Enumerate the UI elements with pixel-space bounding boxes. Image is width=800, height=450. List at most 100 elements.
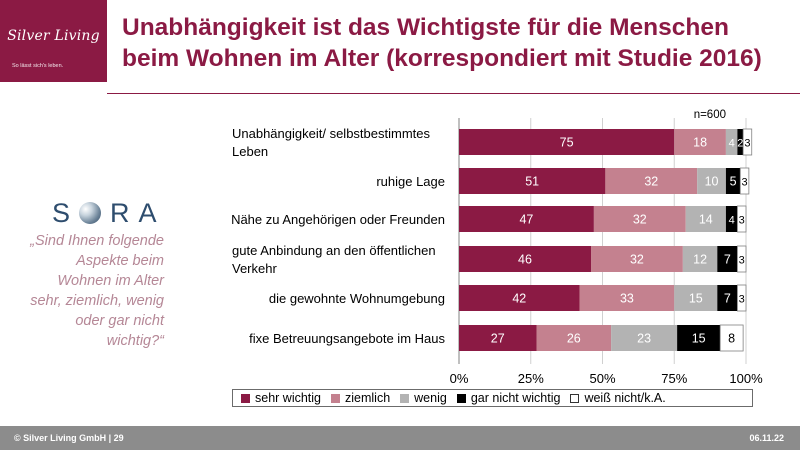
bar-segment bbox=[742, 128, 753, 156]
x-tick-label: 25% bbox=[518, 371, 544, 386]
bar-segment bbox=[459, 129, 675, 155]
footer-date: 06.11.22 bbox=[749, 433, 784, 443]
bar-segment bbox=[736, 205, 747, 233]
bar-segment bbox=[674, 285, 718, 311]
bar-segment bbox=[697, 168, 726, 194]
bar-segment bbox=[459, 168, 606, 194]
data-label: 3 bbox=[739, 215, 745, 227]
bar-segment bbox=[725, 168, 741, 194]
sora-letter-a: A bbox=[138, 198, 166, 228]
chart-legend: sehr wichtig ziemlich wenig gar nicht wicht… bbox=[232, 389, 753, 407]
footer-copyright: © Silver Living GmbH | 29 bbox=[14, 433, 124, 443]
bar-segment bbox=[674, 129, 726, 155]
data-label: 4 bbox=[729, 215, 735, 227]
x-tick-label: 50% bbox=[589, 371, 615, 386]
footer-bar: © Silver Living GmbH | 29 06.11.22 bbox=[0, 426, 800, 450]
bar-segment bbox=[719, 324, 744, 352]
data-label: 10 bbox=[705, 175, 719, 189]
bar-segment bbox=[717, 285, 738, 311]
data-label: 5 bbox=[730, 175, 737, 189]
silver-living-logo: Silver Living So lässt sich's leben. bbox=[0, 0, 107, 82]
bar-segment bbox=[579, 285, 675, 311]
x-tick-label: 0% bbox=[450, 371, 469, 386]
bar-segment bbox=[591, 246, 683, 272]
bar-segment bbox=[725, 129, 738, 155]
bar-segment bbox=[725, 206, 738, 232]
bar-segment bbox=[685, 206, 726, 232]
data-label: 18 bbox=[693, 136, 707, 150]
legend-swatch bbox=[456, 393, 466, 403]
data-label: 46 bbox=[518, 253, 532, 267]
legend-swatch bbox=[331, 393, 340, 403]
legend-swatch bbox=[570, 393, 580, 403]
legend-item: ziemlich bbox=[331, 391, 390, 405]
x-tick-label: 75% bbox=[661, 371, 687, 386]
sample-size-label: n=600 bbox=[694, 109, 726, 121]
legend-label: ziemlich bbox=[345, 391, 391, 405]
category-label-line: Verkehr bbox=[232, 261, 277, 276]
bar-segment bbox=[739, 167, 750, 195]
data-label: 32 bbox=[633, 213, 647, 227]
legend-label: sehr wichtig bbox=[255, 391, 321, 405]
category-label: Unabhängigkeit/ selbstbestimmtes Leben bbox=[232, 126, 430, 159]
bar-segment bbox=[459, 246, 592, 272]
data-label: 7 bbox=[724, 292, 731, 306]
legend-item: wenig bbox=[400, 391, 447, 405]
data-label: 7 bbox=[724, 253, 731, 267]
data-label: 2 bbox=[737, 138, 743, 150]
data-label: 32 bbox=[644, 175, 658, 189]
data-label: 51 bbox=[525, 175, 539, 189]
data-label: 32 bbox=[630, 253, 644, 267]
category-label-line: gute Anbindung an den öffentlichen bbox=[232, 243, 436, 258]
logo-tagline: So lässt sich's leben. bbox=[12, 63, 64, 69]
bar-segment bbox=[593, 206, 686, 232]
data-label: 23 bbox=[637, 332, 651, 346]
bar-segment bbox=[459, 206, 594, 232]
sora-letter-s: S bbox=[52, 198, 80, 228]
bar-segment bbox=[536, 325, 612, 351]
bar-segment bbox=[736, 284, 747, 312]
category-label: gute Anbindung an den öffentlichen Verkeh… bbox=[232, 243, 436, 276]
x-tick-label: 100% bbox=[729, 371, 763, 386]
data-label: 26 bbox=[567, 332, 581, 346]
data-label: 42 bbox=[512, 292, 526, 306]
bar-segment bbox=[459, 325, 537, 351]
category-label-line: fixe Betreuungsangebote im Haus bbox=[249, 331, 445, 346]
category-label-line: die gewohnte Wohnumgebung bbox=[269, 291, 445, 306]
sora-globe-icon bbox=[79, 202, 102, 224]
bar-segment bbox=[459, 285, 580, 311]
survey-question: „Sind Ihnen folgende Aspekte beim Wohnen… bbox=[30, 233, 164, 349]
category-label: ruhige Lage bbox=[376, 174, 445, 189]
legend-item: gar nicht wichtig bbox=[456, 391, 561, 405]
bar-segment bbox=[736, 245, 747, 273]
legend-item: sehr wichtig bbox=[241, 391, 321, 405]
category-label-line: Nähe zu Angehörigen oder Freunden bbox=[231, 212, 445, 227]
page-title: Unabhängigkeit ist das Wichtigste für di… bbox=[122, 14, 762, 72]
legend-swatch bbox=[400, 393, 410, 403]
legend-label: wenig bbox=[414, 391, 447, 405]
bar-segment bbox=[717, 246, 738, 272]
data-label: 8 bbox=[728, 332, 735, 346]
bar-segment bbox=[737, 129, 744, 155]
bar-segment bbox=[611, 325, 678, 351]
legend-label: weiß nicht/k.A. bbox=[584, 391, 666, 405]
data-label: 3 bbox=[739, 294, 745, 306]
data-label: 27 bbox=[491, 332, 505, 346]
data-label: 3 bbox=[739, 255, 745, 267]
bar-segment bbox=[677, 325, 721, 351]
header-divider bbox=[107, 93, 800, 94]
category-label-line: Leben bbox=[232, 144, 268, 159]
legend-item: weiß nicht/k.A. bbox=[570, 391, 666, 405]
legend-label: gar nicht wichtig bbox=[470, 391, 561, 405]
data-label: 3 bbox=[744, 138, 750, 150]
data-label: 75 bbox=[560, 136, 574, 150]
data-label: 12 bbox=[693, 253, 707, 267]
category-label: fixe Betreuungsangebote im Haus bbox=[249, 331, 445, 346]
category-label-line: ruhige Lage bbox=[376, 174, 445, 189]
data-label: 15 bbox=[689, 292, 703, 306]
category-label: Nähe zu Angehörigen oder Freunden bbox=[231, 212, 445, 227]
category-label-line: Unabhängigkeit/ selbstbestimmtes bbox=[232, 126, 430, 141]
legend-swatch bbox=[241, 393, 250, 403]
sora-letter-r: R bbox=[110, 198, 139, 228]
